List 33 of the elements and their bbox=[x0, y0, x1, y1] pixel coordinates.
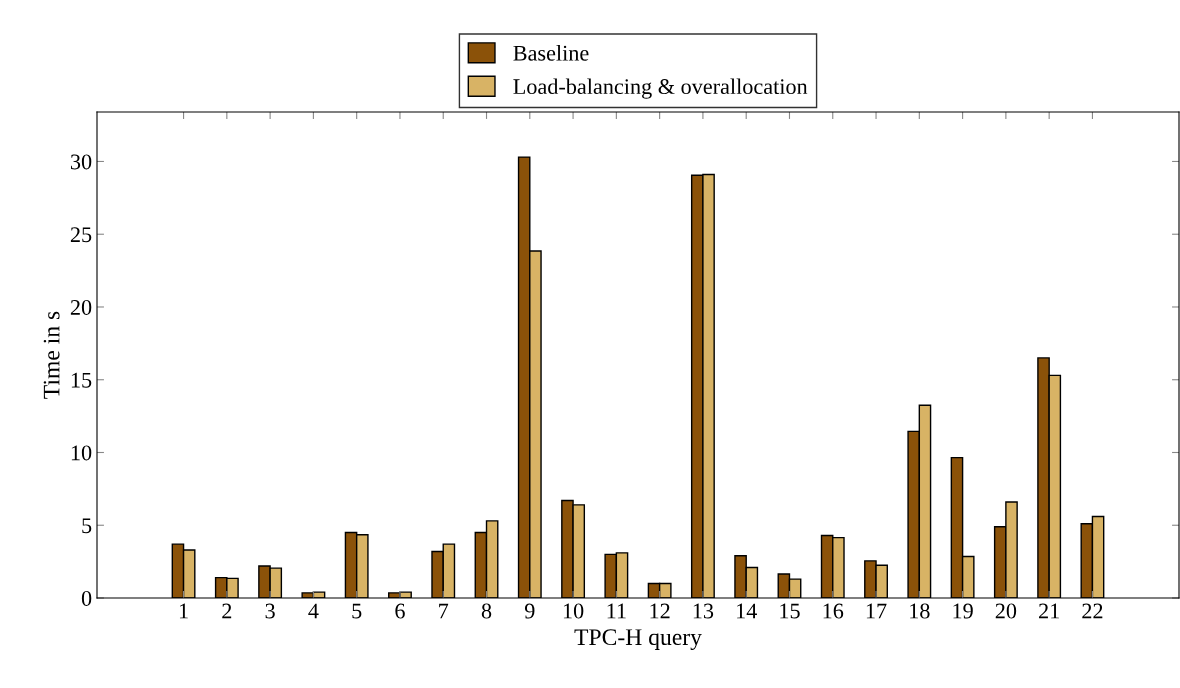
y-tick-label: 15 bbox=[71, 372, 92, 388]
x-tick-label: 22 bbox=[1082, 603, 1103, 619]
x-tick-label: 21 bbox=[1039, 603, 1059, 619]
x-tick-label: 19 bbox=[953, 603, 973, 619]
x-tick-label: 15 bbox=[780, 603, 800, 619]
x-tick-label: 18 bbox=[910, 603, 930, 619]
x-tick-label: 11 bbox=[607, 603, 626, 619]
x-tick-label: 3 bbox=[265, 603, 275, 619]
x-tick-label: 5 bbox=[352, 603, 362, 619]
x-tick-label: 2 bbox=[222, 603, 232, 619]
y-tick-label: 25 bbox=[70, 227, 92, 243]
x-tick-label: 7 bbox=[439, 603, 449, 619]
x-tick-label: 20 bbox=[995, 603, 1017, 619]
x-tick-label: 8 bbox=[481, 603, 492, 619]
x-tick-label: 4 bbox=[308, 603, 319, 619]
y-tick-label: 20 bbox=[70, 299, 92, 315]
x-tick-label: 12 bbox=[650, 603, 670, 619]
y-tick-label: 0 bbox=[81, 590, 92, 606]
x-tick-label: 9 bbox=[524, 603, 535, 619]
legend-label: Load-balancing & overallocation bbox=[513, 78, 808, 99]
x-tick-label: 16 bbox=[823, 603, 844, 619]
legend-label: Baseline bbox=[513, 45, 589, 61]
y-tick-label: 5 bbox=[82, 518, 92, 534]
x-tick-label: 6 bbox=[395, 603, 405, 619]
x-tick-label: 1 bbox=[179, 603, 188, 619]
x-tick-label: 17 bbox=[866, 603, 887, 619]
x-tick-label: 10 bbox=[563, 603, 584, 619]
y-tick-label: 30 bbox=[70, 154, 92, 170]
y-axis-title: Time in s bbox=[43, 311, 60, 399]
x-axis-title: TPC-H query bbox=[574, 629, 702, 650]
x-tick-label: 14 bbox=[737, 603, 757, 619]
x-tick-label: 13 bbox=[693, 603, 714, 619]
y-tick-label: 10 bbox=[71, 445, 92, 461]
